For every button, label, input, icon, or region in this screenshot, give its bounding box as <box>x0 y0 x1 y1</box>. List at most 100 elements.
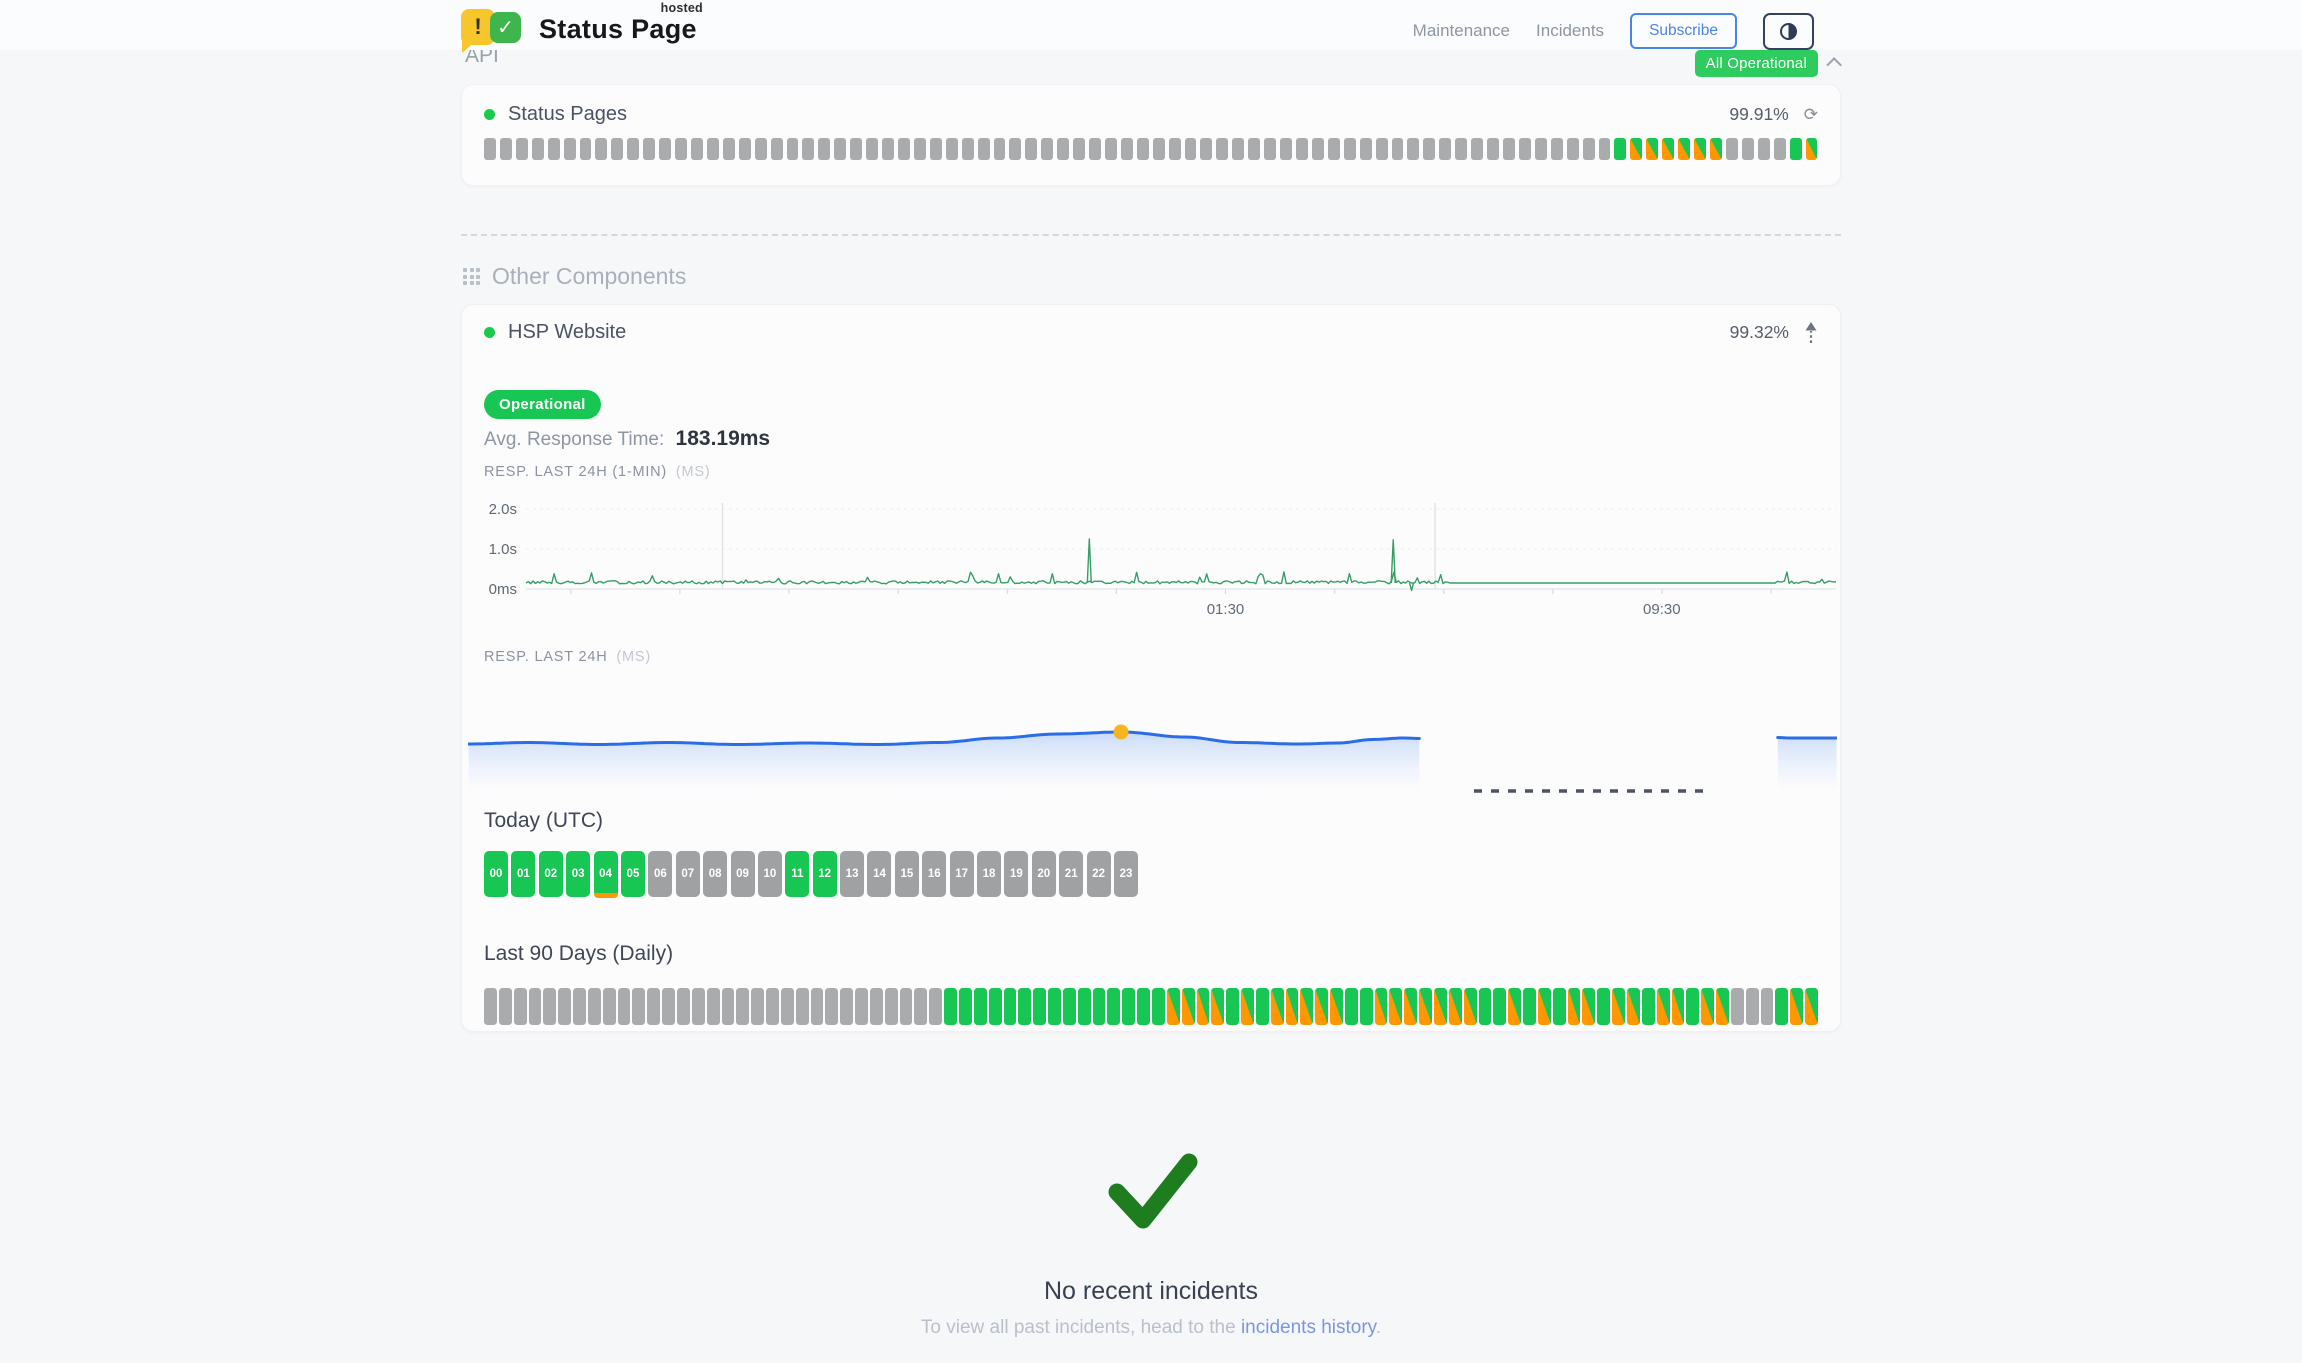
day-bar-na <box>617 988 631 1025</box>
uptime-bar-na <box>1550 138 1563 160</box>
day-bar-up <box>1478 988 1492 1025</box>
collapse-chevron-icon[interactable] <box>1826 57 1842 73</box>
uptime-percent: 99.32% <box>1729 322 1789 342</box>
day-bar-up <box>1775 988 1789 1025</box>
day-bar-mixed <box>1330 988 1343 1025</box>
day-bar-na <box>691 988 705 1025</box>
theme-toggle-button[interactable] <box>1763 12 1814 50</box>
alert-bubble-icon: ! <box>461 9 495 53</box>
uptime-bar-na <box>722 138 735 160</box>
all-operational-badge: All Operational <box>1694 50 1818 77</box>
uptime-bar-mixed <box>1662 138 1675 160</box>
uptime-bar-mixed <box>1630 138 1643 160</box>
hour-block-16: 16 <box>922 851 947 897</box>
uptime-bar-mixed <box>1646 138 1659 160</box>
hour-block-01: 01 <box>511 851 536 897</box>
uptime-bar-na <box>627 138 640 160</box>
uptime-bar-na <box>1503 138 1515 160</box>
day-bar-up <box>1092 988 1106 1025</box>
uptime-bar-up <box>1614 138 1627 160</box>
response-time-line-chart: 2.0s 1.0s 0ms 01:30 09:30 <box>489 501 1836 618</box>
refresh-icon[interactable]: ⟳ <box>1803 105 1818 124</box>
day-bar-na <box>602 988 616 1025</box>
svg-text:09:30: 09:30 <box>1643 601 1681 618</box>
big-check-icon <box>1108 1153 1198 1229</box>
day-bar-na <box>587 988 601 1025</box>
hour-block-11: 11 <box>785 851 810 897</box>
uptime-bar-na <box>1104 138 1117 160</box>
uptime-bar-na <box>1184 138 1197 160</box>
hour-block-13: 13 <box>840 851 865 897</box>
uptime-bar-na <box>531 138 544 160</box>
day-bar-na <box>1760 988 1774 1025</box>
uptime-bar-na <box>515 138 528 160</box>
day-bar-mixed <box>1315 988 1329 1025</box>
uptime-bar-na <box>1200 138 1213 160</box>
uptime-bar-na <box>1025 138 1038 160</box>
uptime-strip-24h <box>484 138 1818 160</box>
uptime-bar-na <box>1534 138 1547 160</box>
uptime-bar-na <box>993 138 1006 160</box>
day-bar-na <box>662 988 675 1025</box>
day-bar-mixed <box>1582 988 1596 1025</box>
uptime-bar-na <box>1168 138 1181 160</box>
day-bar-up <box>1226 988 1240 1025</box>
uptime-bar-na <box>1359 138 1372 160</box>
day-bar-na <box>543 988 557 1025</box>
day-bar-up <box>1686 988 1700 1025</box>
component-name: HSP Website <box>508 321 627 343</box>
uptime-bar-up <box>1789 138 1802 160</box>
uptime-bar-na <box>882 138 894 160</box>
day-bar-mixed <box>1567 988 1581 1025</box>
day-bar-na <box>899 988 913 1025</box>
uptime-bar-na <box>1598 138 1611 160</box>
hour-block-08: 08 <box>703 851 728 897</box>
day-bar-na <box>647 988 661 1025</box>
uptime-bar-na <box>484 138 496 160</box>
section-title: Other Components <box>492 263 687 289</box>
uptime-bar-na <box>611 138 624 160</box>
uptime-bar-na <box>786 138 799 160</box>
hour-block-04: 04 <box>593 851 618 898</box>
day-bar-mixed <box>1716 988 1729 1025</box>
arrow-up-icon[interactable] <box>1804 321 1818 344</box>
day-bar-up <box>1493 988 1507 1025</box>
day-bar-na <box>1730 988 1744 1025</box>
day-bar-up <box>1003 988 1017 1025</box>
day-bar-up <box>1597 988 1611 1025</box>
uptime-bar-na <box>1566 138 1579 160</box>
uptime-bar-na <box>1120 138 1133 160</box>
day-bar-up <box>1255 988 1269 1025</box>
uptime-bar-na <box>866 138 879 160</box>
uptime-bar-na <box>643 138 656 160</box>
response-time-area-chart <box>468 724 1837 803</box>
nav-item-maintenance[interactable]: Maintenance <box>1412 21 1511 40</box>
component-name: Status Pages <box>508 103 627 125</box>
uptime-bar-na <box>1407 138 1420 160</box>
uptime-bar-na <box>1518 138 1531 160</box>
uptime-bar-na <box>1073 138 1086 160</box>
avg-response-row: Avg. Response Time: 183.19ms <box>484 427 770 451</box>
incidents-history-link[interactable]: incidents history <box>1240 1317 1376 1338</box>
nav-item-incidents[interactable]: Incidents <box>1536 21 1605 40</box>
day-bar-mixed <box>1701 988 1715 1025</box>
contrast-half-circle-icon <box>1780 22 1797 40</box>
uptime-bar-na <box>1216 138 1229 160</box>
brand-logo[interactable]: ! ✓ Status Page hosted <box>461 0 703 53</box>
uptime-bar-mixed <box>1709 138 1722 160</box>
day-bar-mixed <box>1626 988 1640 1025</box>
day-bar-na <box>766 988 779 1025</box>
subscribe-button[interactable]: Subscribe <box>1630 13 1737 49</box>
check-square-icon: ✓ <box>490 12 521 43</box>
uptime-bar-na <box>1439 138 1452 160</box>
last90-heading: Last 90 Days (Daily) <box>484 942 674 965</box>
day-bar-up <box>1107 988 1121 1025</box>
svg-text:0ms: 0ms <box>489 581 517 598</box>
hour-block-09: 09 <box>730 851 755 897</box>
uptime-bar-na <box>595 138 608 160</box>
day-bar-mixed <box>1463 988 1477 1025</box>
day-bar-mixed <box>1448 988 1462 1025</box>
uptime-bar-na <box>1152 138 1165 160</box>
uptime-bar-na <box>1741 138 1754 160</box>
day-bar-up <box>973 988 987 1025</box>
